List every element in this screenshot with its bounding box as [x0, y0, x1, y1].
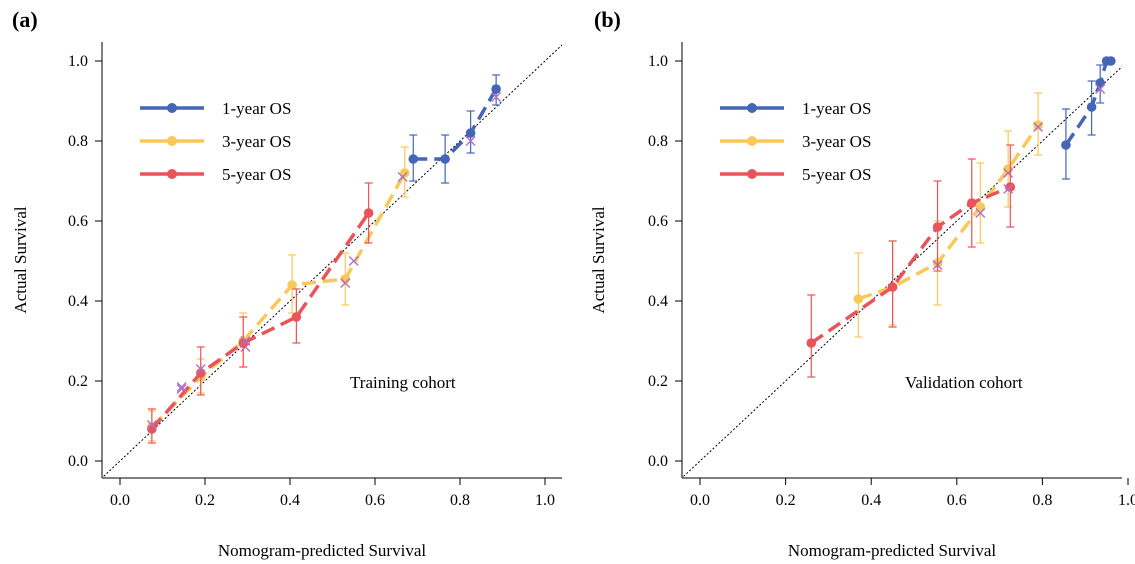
legend-swatch-marker: [747, 136, 757, 146]
corrected-point-marker: [1095, 84, 1106, 94]
y-tick-label: 0.4: [68, 293, 88, 310]
y-tick-label: 0.0: [68, 453, 88, 470]
corrected-point-marker: [397, 172, 408, 182]
corrected-point-marker: [176, 382, 187, 392]
y-tick-label: 0.4: [648, 293, 668, 310]
x-tick-label: 0.4: [280, 492, 300, 509]
panel-label: (a): [12, 7, 38, 32]
x-tick-label: 0.8: [1032, 492, 1052, 509]
legend: 1-year OS 3-year OS 5-year OS: [140, 99, 291, 184]
cohort-annotation: Validation cohort: [905, 373, 1023, 392]
y-tick-label: 0.8: [68, 133, 88, 150]
x-tick-label: 0.0: [690, 492, 710, 509]
legend-label: 3-year OS: [802, 132, 871, 151]
legend-label: 5-year OS: [222, 165, 291, 184]
y-tick-label: 0.2: [648, 373, 668, 390]
series-2: [147, 146, 410, 442]
series-line: [413, 88, 498, 161]
data-point: [887, 282, 898, 292]
x-axis-title: Nomogram-predicted Survival: [788, 541, 996, 560]
x-tick-label: 1.0: [535, 492, 555, 509]
legend-swatch-marker: [167, 103, 177, 113]
legend-label: 1-year OS: [222, 99, 291, 118]
series-line: [150, 172, 407, 429]
data-point: [853, 294, 864, 304]
data-point: [440, 154, 450, 164]
series-line: [857, 124, 1040, 301]
legend: 1-year OS 3-year OS 5-year OS: [720, 99, 871, 184]
data-point: [1061, 140, 1071, 150]
corrected-point-marker: [340, 278, 351, 288]
data-point: [399, 168, 410, 178]
legend-label: 3-year OS: [222, 132, 291, 151]
panel-label: (b): [594, 7, 621, 32]
corrected-point-marker: [1003, 168, 1014, 178]
cohort-annotation: Training cohort: [350, 373, 456, 392]
corrected-point-marker: [146, 420, 157, 430]
y-tick-label: 0.6: [648, 213, 668, 230]
legend-swatch-marker: [747, 103, 757, 113]
panel-b: 0.0 0.2 0.4 0.6 0.8 1.0 0.0 0.2 0.4 0.6 0.8 1.0 Nomo…: [589, 7, 1135, 560]
series-3: [806, 144, 1016, 378]
y-tick-label: 0.8: [648, 133, 668, 150]
data-point: [806, 338, 817, 348]
corrected-point-marker: [1033, 122, 1044, 132]
corrected-point-marker: [465, 136, 476, 146]
panel-a: 0.0 0.2 0.4 0.6 0.8 1.0 0.0 0.2 0.4 0.6 0.8 1.0 Nomo…: [11, 7, 562, 560]
data-point: [1095, 78, 1105, 88]
corrected-point-marker: [240, 336, 251, 346]
corrected-point-marker: [348, 256, 359, 266]
y-tick-label: 0.6: [68, 213, 88, 230]
data-point: [975, 202, 986, 212]
legend-swatch-marker: [167, 169, 177, 179]
y-axis-title: Actual Survival: [11, 206, 30, 313]
x-tick-label: 0.6: [365, 492, 385, 509]
series-2: [853, 92, 1044, 338]
data-point: [1086, 102, 1097, 112]
series-1: [408, 74, 502, 184]
x-axis-title: Nomogram-predicted Survival: [218, 541, 426, 560]
data-point: [1106, 56, 1116, 66]
x-tick-label: 0.6: [947, 492, 967, 509]
data-point: [291, 312, 302, 322]
reference-diagonal-line: [682, 65, 1122, 478]
data-point: [966, 198, 977, 208]
data-point: [287, 280, 297, 290]
legend-swatch-marker: [747, 169, 757, 179]
x-tick-label: 0.2: [776, 492, 796, 509]
data-point: [408, 154, 419, 164]
x-tick-label: 0.2: [195, 492, 215, 509]
series-1: [1061, 56, 1116, 180]
series-3: [146, 182, 374, 444]
x-tick-label: 1.0: [1118, 492, 1135, 509]
corrected-point-marker: [975, 208, 986, 218]
legend-swatch-marker: [167, 136, 177, 146]
y-tick-label: 0.2: [68, 373, 88, 390]
reference-diagonal-line: [102, 44, 562, 478]
x-tick-label: 0.0: [110, 492, 130, 509]
data-point: [1033, 120, 1043, 130]
y-tick-label: 0.0: [648, 453, 668, 470]
y-tick-label: 1.0: [68, 53, 88, 70]
data-point: [491, 84, 501, 94]
x-tick-label: 0.4: [861, 492, 881, 509]
legend-label: 5-year OS: [802, 165, 871, 184]
corrected-point-marker: [1003, 184, 1014, 194]
y-axis-title: Actual Survival: [589, 206, 608, 313]
legend-label: 1-year OS: [802, 99, 871, 118]
y-tick-label: 1.0: [648, 53, 668, 70]
data-point: [465, 128, 476, 138]
data-point: [363, 208, 374, 218]
corrected-point-marker: [491, 92, 502, 102]
data-point: [932, 222, 943, 232]
corrected-point-marker: [195, 364, 206, 374]
x-tick-label: 0.8: [450, 492, 470, 509]
